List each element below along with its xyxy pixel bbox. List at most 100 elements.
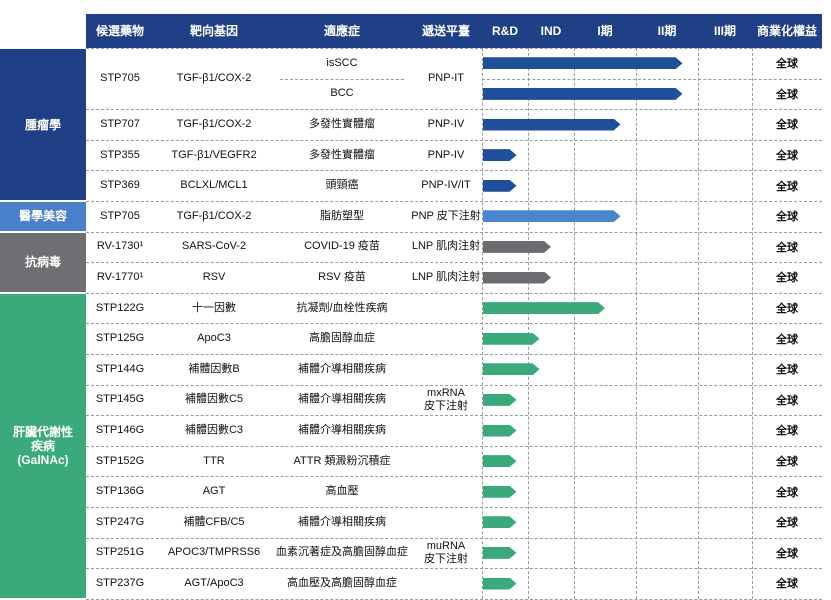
progress-bar xyxy=(483,486,517,498)
drug-candidate: STP136G xyxy=(95,485,145,498)
row-divider xyxy=(86,507,822,508)
header-phase-ind: IND xyxy=(540,24,562,38)
drug-indication: 高膽固醇血症 xyxy=(309,332,375,345)
drug-target: AGT/ApoC3 xyxy=(184,576,244,589)
header-rights: 商業化權益 xyxy=(756,24,817,38)
progress-bar xyxy=(483,119,621,131)
drug-candidate: STP237G xyxy=(95,576,145,589)
rights-label: 全球 xyxy=(776,578,798,591)
rights-label: 全球 xyxy=(776,303,798,316)
phase-gridline xyxy=(752,48,753,599)
header-phase-3: III期 xyxy=(713,24,736,38)
row-divider xyxy=(86,109,822,111)
phase-gridline xyxy=(636,48,637,599)
drug-target: 補體因數C3 xyxy=(184,423,244,436)
row-divider xyxy=(86,445,822,447)
header-phase-rnd: R&D xyxy=(492,24,518,38)
row-divider xyxy=(86,476,822,478)
drug-indication: 補體介導相關疾病 xyxy=(298,393,386,406)
drug-indication: 補體介導相關疾病 xyxy=(298,423,386,436)
row-divider xyxy=(86,201,822,202)
drug-indication: 抗凝劑/血栓性疾病 xyxy=(296,301,388,314)
row-divider xyxy=(86,323,822,325)
drug-target: TTR xyxy=(203,454,225,467)
rights-label: 全球 xyxy=(776,394,798,407)
progress-bar xyxy=(483,88,683,100)
progress-bar xyxy=(483,149,517,161)
rights-label: 全球 xyxy=(776,364,798,377)
phase-gridline xyxy=(528,48,529,599)
drug-indication: 頭頸癌 xyxy=(325,179,359,192)
rights-label: 全球 xyxy=(776,425,798,438)
progress-bar xyxy=(483,180,517,192)
rights-label: 全球 xyxy=(776,547,798,560)
drug-platform: PNP-IV xyxy=(427,117,465,130)
drug-target: SARS-CoV-2 xyxy=(181,240,247,253)
platform-group-label: mxRNA 皮下注射 xyxy=(424,386,468,412)
row-divider xyxy=(86,139,822,141)
drug-indication: BCC xyxy=(330,87,354,100)
row-divider xyxy=(86,48,822,49)
row-divider xyxy=(86,354,822,355)
header-indication: 適應症 xyxy=(323,24,360,38)
progress-bar xyxy=(483,516,517,528)
drug-target: APOC3/TMPRSS6 xyxy=(167,546,261,559)
drug-platform: PNP-IV/IT xyxy=(421,179,471,192)
rights-label: 全球 xyxy=(776,58,798,71)
rights-label: 全球 xyxy=(776,517,798,530)
drug-candidate: STP145G xyxy=(95,393,145,406)
drug-platform: PNP 皮下注射 xyxy=(411,209,481,222)
drug-candidate: STP125G xyxy=(95,332,145,345)
row-divider xyxy=(482,78,822,80)
drug-candidate: STP152G xyxy=(95,454,145,467)
progress-bar xyxy=(483,241,551,253)
drug-platform: PNP-IT xyxy=(427,72,465,85)
rights-label: 全球 xyxy=(776,211,798,224)
drug-target: 補體CFB/C5 xyxy=(183,515,245,528)
phase-gridline xyxy=(482,48,483,599)
drug-candidate: STP247G xyxy=(95,515,145,528)
drug-target: TGF-β1/VEGFR2 xyxy=(171,148,257,161)
row-divider xyxy=(86,415,822,417)
progress-bar xyxy=(483,455,517,467)
drug-indication: 高血壓 xyxy=(325,485,359,498)
row-divider xyxy=(86,231,822,233)
progress-bar xyxy=(483,578,517,590)
drug-candidate: STP705 xyxy=(100,72,140,85)
drug-target: TGF-β1/COX-2 xyxy=(176,209,252,222)
rights-label: 全球 xyxy=(776,150,798,163)
drug-candidate: STP146G xyxy=(95,423,145,436)
progress-bar xyxy=(483,394,517,406)
drug-target: TGF-β1/COX-2 xyxy=(176,72,252,85)
progress-bar xyxy=(483,425,517,437)
drug-target: 補體因數C5 xyxy=(184,393,244,406)
progress-bar xyxy=(483,333,540,345)
drug-indication: 高血壓及高膽固醇血症 xyxy=(287,576,397,589)
header-target: 靶向基因 xyxy=(189,24,238,38)
rights-label: 全球 xyxy=(776,88,798,101)
rights-label: 全球 xyxy=(776,119,798,132)
progress-bar xyxy=(483,210,621,222)
drug-indication: 多發性實體瘤 xyxy=(309,117,375,130)
header-candidate: 候選藥物 xyxy=(95,24,144,38)
drug-indication: 血素沉著症及高膽固醇血症 xyxy=(276,546,408,559)
drug-indication: 補體介導相關疾病 xyxy=(298,515,386,528)
drug-candidate: RV-1730¹ xyxy=(96,240,144,253)
header-platform: 遞送平臺 xyxy=(421,24,470,38)
drug-candidate: STP251G xyxy=(95,546,145,559)
row-divider xyxy=(86,292,822,294)
header-phase-1: I期 xyxy=(597,24,613,38)
row-divider xyxy=(86,170,822,172)
drug-target: ApoC3 xyxy=(197,332,231,345)
row-divider xyxy=(86,384,822,386)
platform-group-label: muRNA 皮下注射 xyxy=(424,539,468,565)
drug-candidate: STP122G xyxy=(95,301,145,314)
drug-indication: 補體介導相關疾病 xyxy=(298,362,386,375)
drug-indication: 脂肪塑型 xyxy=(320,209,364,222)
progress-bar xyxy=(483,363,540,375)
rights-label: 全球 xyxy=(776,241,798,254)
drug-target: TGF-β1/COX-2 xyxy=(176,117,252,130)
rights-label: 全球 xyxy=(776,456,798,469)
drug-indication: 多發性實體瘤 xyxy=(309,148,375,161)
